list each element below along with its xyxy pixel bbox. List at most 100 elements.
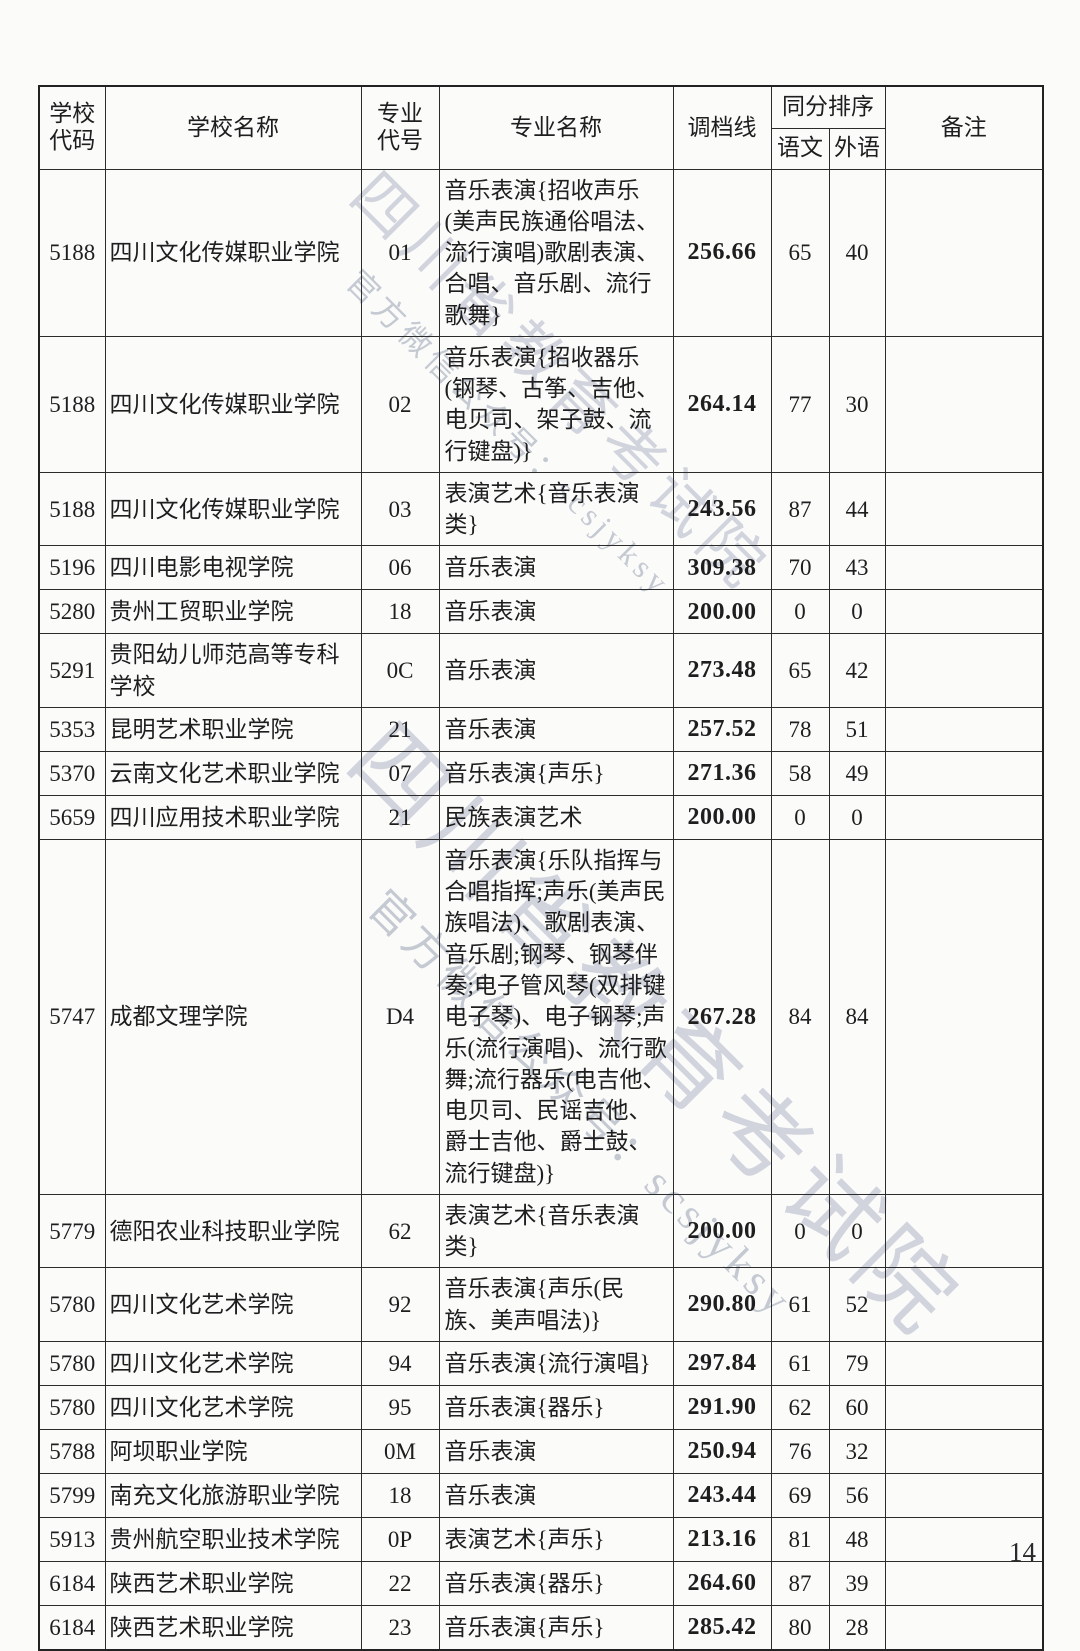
cell-school-code: 5780 xyxy=(38,1267,106,1342)
cell-school-name: 昆明艺术职业学院 xyxy=(104,706,362,752)
cell-cutoff-line: 250.94 xyxy=(672,1428,772,1474)
cell-major-code: 21 xyxy=(360,794,440,840)
cell-major-code: 0P xyxy=(360,1516,440,1562)
cell-foreign-score: 39 xyxy=(828,1560,886,1606)
cell-major-name: 音乐表演{乐队指挥与合唱指挥;声乐(美声民族唱法)、歌剧表演、音乐剧;钢琴、钢琴… xyxy=(438,838,674,1195)
cell-chinese-score: 65 xyxy=(770,168,830,337)
page-number: 14 xyxy=(1009,1537,1036,1567)
cell-major-code: 94 xyxy=(360,1340,440,1386)
cell-major-code: 01 xyxy=(360,168,440,337)
cell-school-name: 四川应用技术职业学院 xyxy=(104,794,362,840)
cell-chinese-score: 76 xyxy=(770,1428,830,1474)
cell-cutoff-line: 291.90 xyxy=(672,1384,772,1430)
cell-school-name: 陕西艺术职业学院 xyxy=(104,1604,362,1651)
cell-school-code: 5747 xyxy=(38,838,106,1195)
cell-foreign-score: 49 xyxy=(828,750,886,796)
cell-school-code: 5291 xyxy=(38,633,106,708)
admission-score-table: 学校 代码 学校名称 专业 代号 专业名称 调档线 同分排序 备注 语文 外语 … xyxy=(38,85,1044,1651)
cell-major-code: 22 xyxy=(360,1560,440,1606)
cell-school-code: 5780 xyxy=(38,1340,106,1386)
cell-school-name: 德阳农业科技职业学院 xyxy=(104,1193,362,1269)
cell-remarks xyxy=(884,545,1044,591)
cell-cutoff-line: 273.48 xyxy=(672,633,772,708)
cell-school-name: 南充文化旅游职业学院 xyxy=(104,1472,362,1518)
cell-chinese-score: 0 xyxy=(770,794,830,840)
cell-foreign-score: 0 xyxy=(828,589,886,635)
cell-major-code: 0C xyxy=(360,633,440,708)
cell-school-name: 阿坝职业学院 xyxy=(104,1428,362,1474)
cell-remarks xyxy=(884,838,1044,1195)
cell-major-code: 21 xyxy=(360,706,440,752)
cell-school-name: 四川文化传媒职业学院 xyxy=(104,471,362,547)
table-row: 5188 四川文化传媒职业学院 02 音乐表演{招收器乐(钢琴、古筝、吉他、电贝… xyxy=(38,335,1044,473)
cell-major-name: 表演艺术{声乐} xyxy=(438,1516,674,1562)
cell-major-name: 音乐表演{声乐} xyxy=(438,1604,674,1651)
cell-major-name: 音乐表演{招收声乐(美声民族通俗唱法、流行演唱)歌剧表演、合唱、音乐剧、流行歌舞… xyxy=(438,168,674,337)
cell-school-code: 5913 xyxy=(38,1516,106,1562)
cell-cutoff-line: 309.38 xyxy=(672,545,772,591)
table-row: 5779 德阳农业科技职业学院 62 表演艺术{音乐表演类} 200.00 0 … xyxy=(38,1193,1044,1269)
cell-major-code: 95 xyxy=(360,1384,440,1430)
cell-foreign-score: 0 xyxy=(828,794,886,840)
admission-score-table-container: 学校 代码 学校名称 专业 代号 专业名称 调档线 同分排序 备注 语文 外语 … xyxy=(38,85,1044,1651)
table-header: 学校 代码 学校名称 专业 代号 专业名称 调档线 同分排序 备注 语文 外语 xyxy=(38,85,1044,170)
table-row: 5788 阿坝职业学院 0M 音乐表演 250.94 76 32 xyxy=(38,1428,1044,1474)
cell-cutoff-line: 243.56 xyxy=(672,471,772,547)
cell-remarks xyxy=(884,1340,1044,1386)
cell-school-name: 四川文化艺术学院 xyxy=(104,1384,362,1430)
cell-school-code: 5659 xyxy=(38,794,106,840)
cell-foreign-score: 28 xyxy=(828,1604,886,1651)
cell-school-name: 四川文化传媒职业学院 xyxy=(104,335,362,473)
table-row: 5280 贵州工贸职业学院 18 音乐表演 200.00 0 0 xyxy=(38,589,1044,635)
cell-chinese-score: 62 xyxy=(770,1384,830,1430)
cell-major-code: 0M xyxy=(360,1428,440,1474)
table-row: 5291 贵阳幼儿师范高等专科学校 0C 音乐表演 273.48 65 42 xyxy=(38,633,1044,708)
table-row: 5780 四川文化艺术学院 94 音乐表演{流行演唱} 297.84 61 79 xyxy=(38,1340,1044,1386)
cell-school-name: 四川文化传媒职业学院 xyxy=(104,168,362,337)
cell-cutoff-line: 257.52 xyxy=(672,706,772,752)
table-row: 5799 南充文化旅游职业学院 18 音乐表演 243.44 69 56 xyxy=(38,1472,1044,1518)
table-row: 6184 陕西艺术职业学院 23 音乐表演{声乐} 285.42 80 28 xyxy=(38,1604,1044,1651)
cell-major-code: 06 xyxy=(360,545,440,591)
table-row: 5196 四川电影电视学院 06 音乐表演 309.38 70 43 xyxy=(38,545,1044,591)
cell-major-name: 表演艺术{音乐表演类} xyxy=(438,1193,674,1269)
cell-school-name: 贵州工贸职业学院 xyxy=(104,589,362,635)
col-header-major-name: 专业名称 xyxy=(438,85,674,170)
cell-remarks xyxy=(884,706,1044,752)
cell-remarks xyxy=(884,1560,1044,1606)
cell-school-name: 云南文化艺术职业学院 xyxy=(104,750,362,796)
cell-remarks xyxy=(884,794,1044,840)
cell-cutoff-line: 213.16 xyxy=(672,1516,772,1562)
cell-remarks xyxy=(884,168,1044,337)
cell-remarks xyxy=(884,1604,1044,1651)
col-header-chinese: 语文 xyxy=(770,127,830,170)
cell-chinese-score: 69 xyxy=(770,1472,830,1518)
cell-remarks xyxy=(884,589,1044,635)
cell-chinese-score: 81 xyxy=(770,1516,830,1562)
table-row: 5353 昆明艺术职业学院 21 音乐表演 257.52 78 51 xyxy=(38,706,1044,752)
cell-major-name: 音乐表演{器乐} xyxy=(438,1560,674,1606)
col-header-cutoff-line: 调档线 xyxy=(672,85,772,170)
cell-cutoff-line: 256.66 xyxy=(672,168,772,337)
cell-chinese-score: 61 xyxy=(770,1340,830,1386)
cell-cutoff-line: 200.00 xyxy=(672,589,772,635)
cell-school-name: 陕西艺术职业学院 xyxy=(104,1560,362,1606)
cell-foreign-score: 60 xyxy=(828,1384,886,1430)
cell-remarks xyxy=(884,1384,1044,1430)
table-row: 5747 成都文理学院 D4 音乐表演{乐队指挥与合唱指挥;声乐(美声民族唱法)… xyxy=(38,838,1044,1195)
table-row: 5188 四川文化传媒职业学院 03 表演艺术{音乐表演类} 243.56 87… xyxy=(38,471,1044,547)
cell-major-name: 音乐表演 xyxy=(438,1428,674,1474)
cell-foreign-score: 30 xyxy=(828,335,886,473)
cell-school-code: 5353 xyxy=(38,706,106,752)
cell-major-name: 音乐表演{器乐} xyxy=(438,1384,674,1430)
cell-foreign-score: 48 xyxy=(828,1516,886,1562)
cell-major-name: 音乐表演 xyxy=(438,706,674,752)
cell-foreign-score: 56 xyxy=(828,1472,886,1518)
cell-cutoff-line: 264.60 xyxy=(672,1560,772,1606)
cell-foreign-score: 52 xyxy=(828,1267,886,1342)
cell-school-code: 5188 xyxy=(38,335,106,473)
cell-cutoff-line: 267.28 xyxy=(672,838,772,1195)
cell-remarks xyxy=(884,335,1044,473)
cell-cutoff-line: 264.14 xyxy=(672,335,772,473)
cell-major-name: 音乐表演{招收器乐(钢琴、古筝、吉他、电贝司、架子鼓、流行键盘)} xyxy=(438,335,674,473)
